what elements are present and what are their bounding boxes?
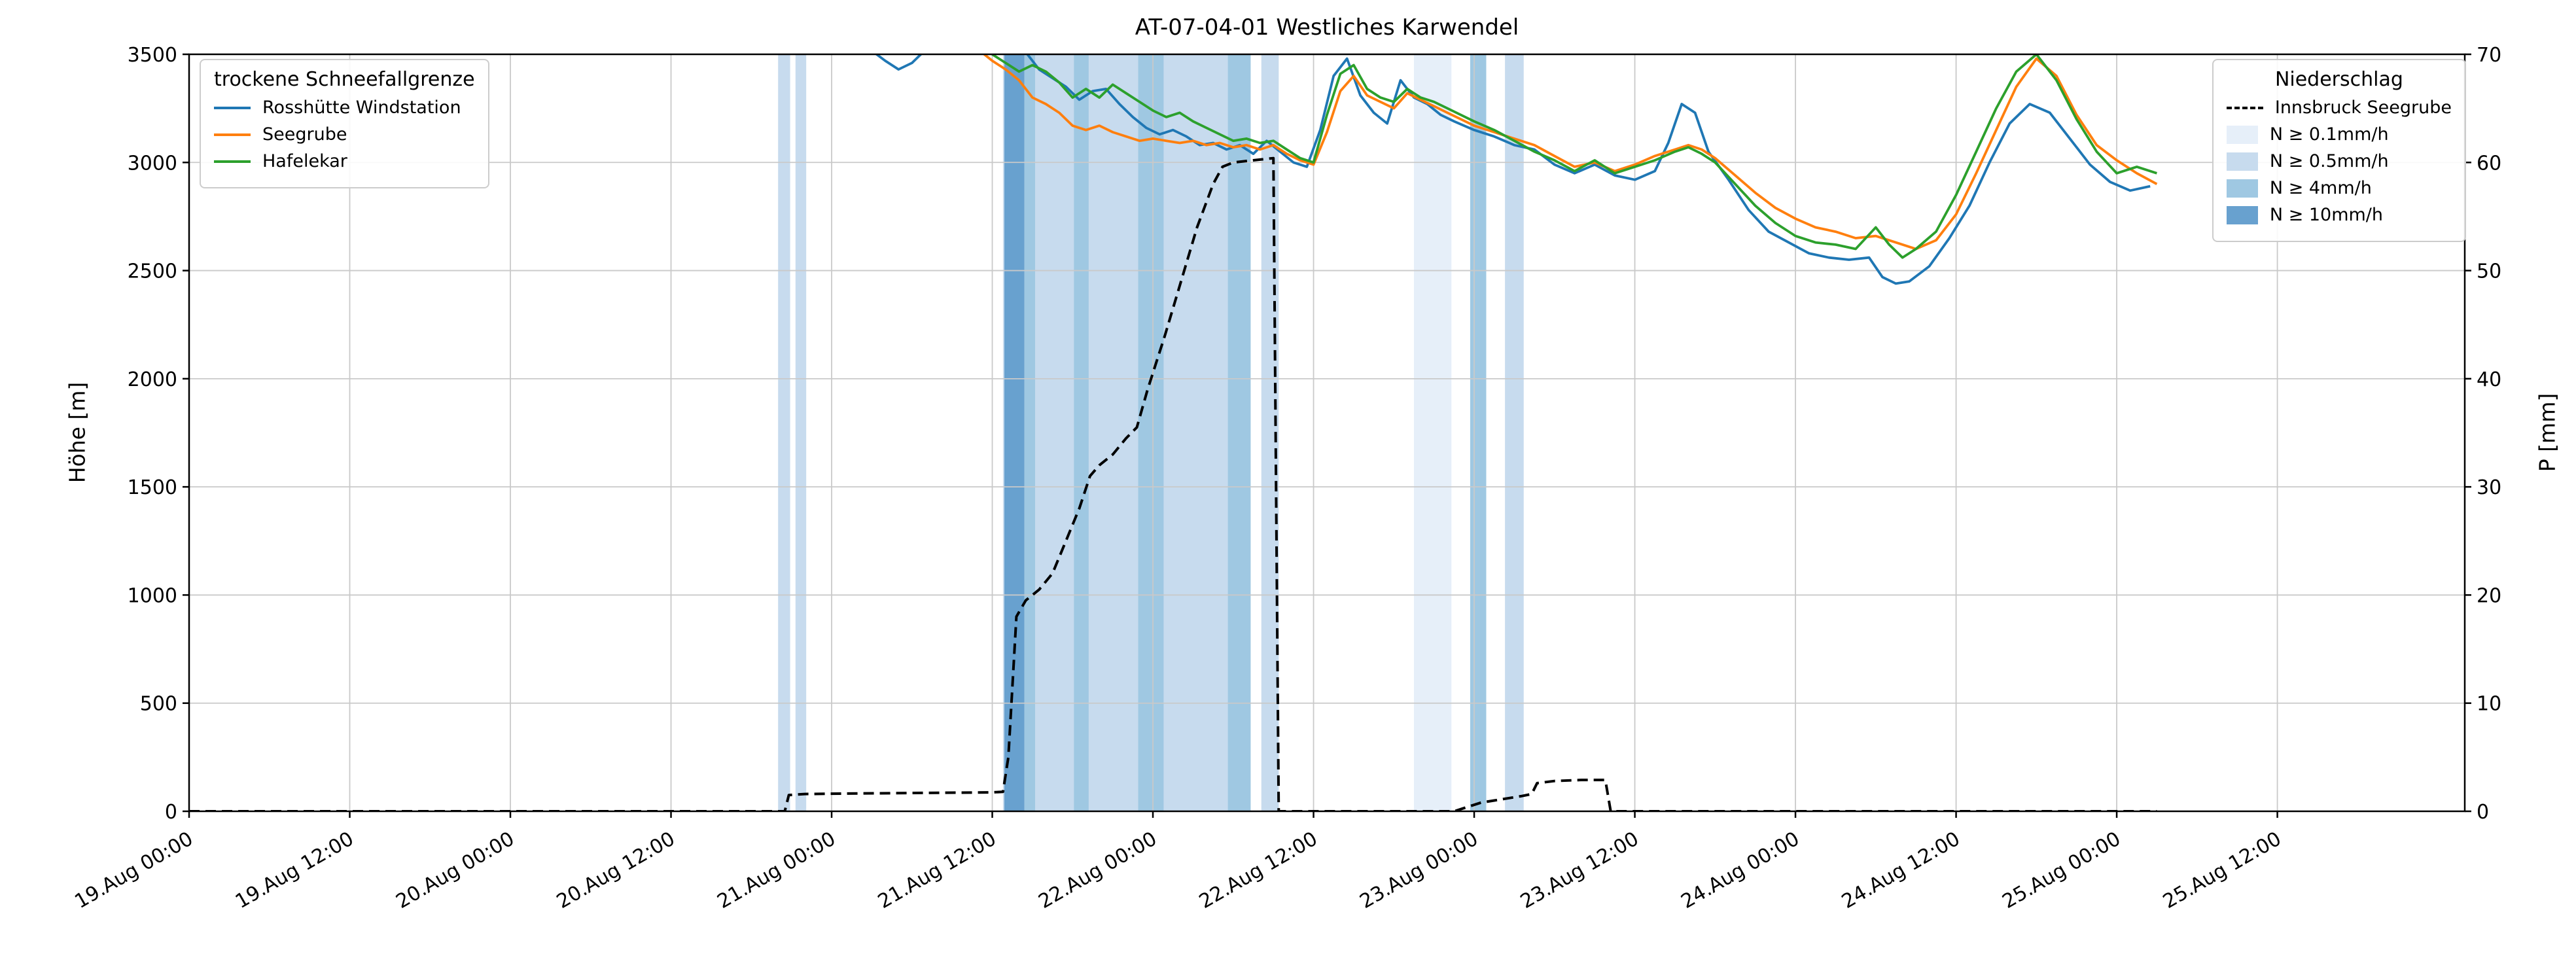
legend-entry: Seegrube <box>214 124 475 145</box>
x-tick-label: 22.Aug 12:00 <box>1195 828 1322 913</box>
precip-band-level-1 <box>1413 54 1452 811</box>
legend-entry-label: N ≥ 10mm/h <box>2269 205 2384 225</box>
chart-title: AT-07-04-01 Westliches Karwendel <box>1135 14 1519 41</box>
x-tick-label: 25.Aug 00:00 <box>1998 828 2125 913</box>
x-tick-label: 21.Aug 00:00 <box>713 828 839 913</box>
x-tick-label: 20.Aug 00:00 <box>392 828 518 913</box>
legend-entry-label: N ≥ 0.1mm/h <box>2269 124 2389 145</box>
legend-precip-band-entries: N ≥ 0.1mm/h N ≥ 0.5mm/h N ≥ 4mm/h N ≥ 10mm/… <box>2226 124 2452 225</box>
legend-entry-label: N ≥ 0.5mm/h <box>2269 151 2389 171</box>
y-left-tick-label: 1000 <box>128 584 177 607</box>
precip-band-level-2 <box>795 54 807 811</box>
y-right-tick-label: 0 <box>2477 801 2489 824</box>
x-tick-label: 23.Aug 00:00 <box>1356 828 1482 913</box>
precip-band-level-3 <box>1227 54 1251 811</box>
precip-band-level-2 <box>1505 54 1524 811</box>
x-tick-label: 25.Aug 12:00 <box>2159 828 2285 913</box>
legend-entry-label: Seegrube <box>262 124 347 145</box>
band-color-swatch <box>2226 179 2258 198</box>
precip-band-level-3 <box>1470 54 1487 811</box>
gridlines <box>188 54 2465 812</box>
x-tick-label: 21.Aug 12:00 <box>874 828 1000 913</box>
x-tick-label: 22.Aug 00:00 <box>1034 828 1161 913</box>
legend-entry: N ≥ 4mm/h <box>2226 178 2452 198</box>
legend-entry-label: Rosshütte Windstation <box>262 97 461 118</box>
legend-entry-label: Innsbruck Seegrube <box>2274 97 2452 118</box>
series-line-seegrube <box>982 54 2158 251</box>
y-right-tick-label: 60 <box>2477 152 2501 175</box>
precip-band-level-3 <box>1138 54 1164 811</box>
x-tick-label: 23.Aug 12:00 <box>1517 828 1643 913</box>
dashed-line-swatch <box>2226 106 2263 109</box>
legend-entry: Rosshütte Windstation <box>214 97 475 118</box>
x-tick-label: 20.Aug 12:00 <box>553 828 679 913</box>
precip-band-level-2 <box>778 54 790 811</box>
x-tick-label: 19.Aug 00:00 <box>71 828 197 913</box>
y-left-tick-label: 1500 <box>128 476 177 499</box>
legend-entry: N ≥ 0.5mm/h <box>2226 151 2452 171</box>
series-line-hafelekar <box>990 54 2157 259</box>
legend-snowline-title: trockene Schneefallgrenze <box>214 68 475 91</box>
y-left-tick-label: 500 <box>140 693 177 716</box>
x-tick-label: 19.Aug 12:00 <box>232 828 358 913</box>
y-right-tick-label: 10 <box>2477 693 2501 716</box>
legend-precip: Niederschlag Innsbruck Seegrube N ≥ 0.1m… <box>2212 59 2466 242</box>
band-color-swatch <box>2226 205 2258 224</box>
legend-entry-label: N ≥ 4mm/h <box>2269 178 2372 198</box>
y-left-tick-label: 2000 <box>128 368 177 391</box>
y-left-tick-label: 0 <box>165 801 177 824</box>
axis-ticks <box>183 53 2471 818</box>
precip-bands <box>778 54 1524 811</box>
legend-entry-label: Hafelekar <box>262 151 347 171</box>
legend-snowline: trockene Schneefallgrenze Rosshütte Wind… <box>200 59 489 188</box>
y-right-tick-label: 40 <box>2477 368 2501 391</box>
y-left-tick-label: 3500 <box>128 44 177 67</box>
line-swatch <box>214 106 251 109</box>
legend-snowline-entries: Rosshütte Windstation Seegrube Hafelekar <box>214 97 475 171</box>
legend-entry: Hafelekar <box>214 151 475 171</box>
y-right-tick-label: 50 <box>2477 260 2501 283</box>
precip-band-level-2 <box>1002 54 1251 811</box>
x-tick-label: 24.Aug 00:00 <box>1677 828 1803 913</box>
y-right-tick-label: 70 <box>2477 44 2501 67</box>
precip-band-level-3 <box>1024 54 1035 811</box>
y-right-tick-label: 30 <box>2477 476 2501 499</box>
precip-band-level-3 <box>1074 54 1089 811</box>
y-left-tick-label: 2500 <box>128 260 177 283</box>
y-left-tick-label: 3000 <box>128 152 177 175</box>
line-swatch <box>214 160 251 163</box>
band-color-swatch <box>2226 125 2258 144</box>
legend-precip-title: Niederschlag <box>2274 68 2403 91</box>
plot-spines <box>188 53 2466 813</box>
legend-entry: N ≥ 10mm/h <box>2226 205 2452 225</box>
series-line-innsbruck-seegrube-precip <box>189 156 2157 811</box>
precip-band-level-4 <box>1004 54 1025 811</box>
band-color-swatch <box>2226 152 2258 171</box>
y-right-tick-label: 20 <box>2477 584 2501 607</box>
line-swatch <box>214 133 251 136</box>
legend-entry: N ≥ 0.1mm/h <box>2226 124 2452 145</box>
legend-entry-innsbruck-seegrube: Innsbruck Seegrube <box>2226 97 2452 118</box>
x-tick-label: 24.Aug 12:00 <box>1838 828 1964 913</box>
